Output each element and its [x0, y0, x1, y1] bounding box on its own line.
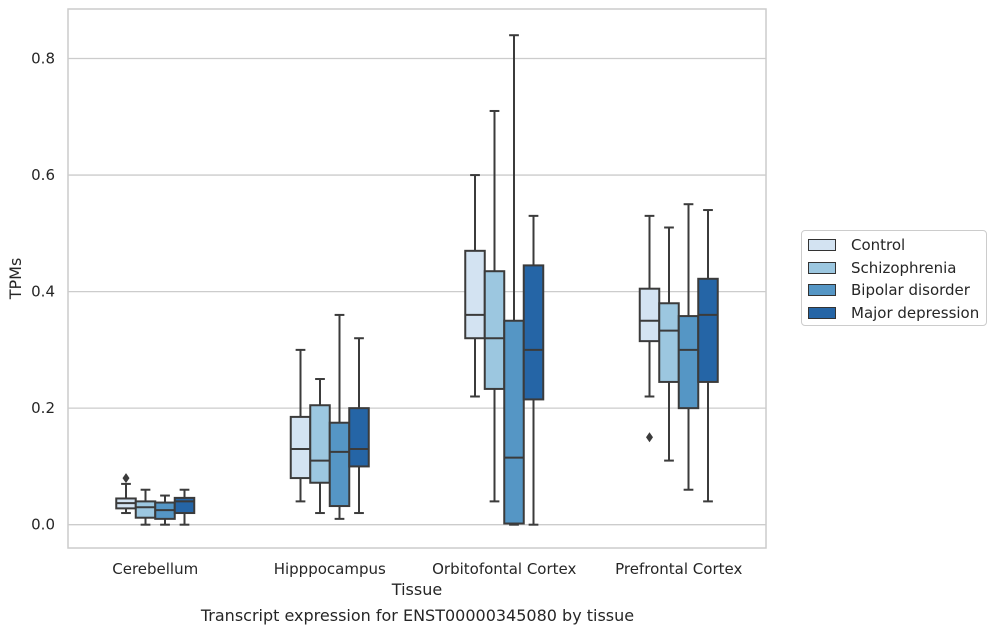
box — [328, 421, 351, 508]
y-tick-label: 0.4 — [31, 283, 55, 301]
legend-item: Major depression — [808, 303, 979, 323]
x-tick-label: Orbitofontal Cortex — [432, 560, 576, 578]
box — [677, 315, 700, 410]
box — [348, 407, 370, 468]
figure-caption: Transcript expression for ENST0000034508… — [200, 606, 635, 625]
box — [638, 287, 661, 343]
box — [503, 319, 525, 525]
box — [464, 249, 486, 340]
outlier-point — [646, 432, 653, 443]
x-tick-label: Cerebellum — [112, 560, 198, 578]
legend-label: Control — [851, 236, 906, 254]
legend-label: Bipolar disorder — [851, 281, 970, 299]
plot-frame — [67, 8, 767, 549]
legend-label: Schizophrenia — [851, 258, 957, 277]
box — [697, 277, 719, 383]
legend-swatch — [808, 261, 836, 274]
x-axis-label: Tissue — [391, 580, 442, 599]
y-tick-label: 0.0 — [31, 516, 55, 534]
y-axis-label: TPMs — [6, 258, 25, 301]
box — [658, 302, 680, 383]
x-tick-label: Hipppocampus — [274, 560, 386, 578]
legend-item: Bipolar disorder — [808, 280, 970, 300]
legend-item: Control — [808, 235, 905, 255]
box — [483, 270, 506, 390]
legend-swatch — [808, 284, 836, 296]
legend: Control Schizophrenia Bipolar disorder Majo… — [801, 230, 987, 326]
y-tick-label: 0.6 — [31, 166, 55, 184]
x-tick-label: Prefrontal Cortex — [615, 560, 742, 578]
box — [289, 415, 312, 480]
y-tick-label: 0.8 — [31, 50, 55, 68]
box — [309, 404, 331, 484]
box — [522, 264, 545, 401]
box — [173, 496, 196, 515]
legend-label: Major depression — [851, 303, 980, 322]
box — [134, 500, 157, 519]
legend-swatch — [808, 306, 836, 319]
legend-swatch — [808, 239, 836, 251]
outlier-point — [122, 473, 130, 484]
y-tick-label: 0.2 — [31, 399, 55, 417]
legend-item: Schizophrenia — [808, 258, 956, 278]
